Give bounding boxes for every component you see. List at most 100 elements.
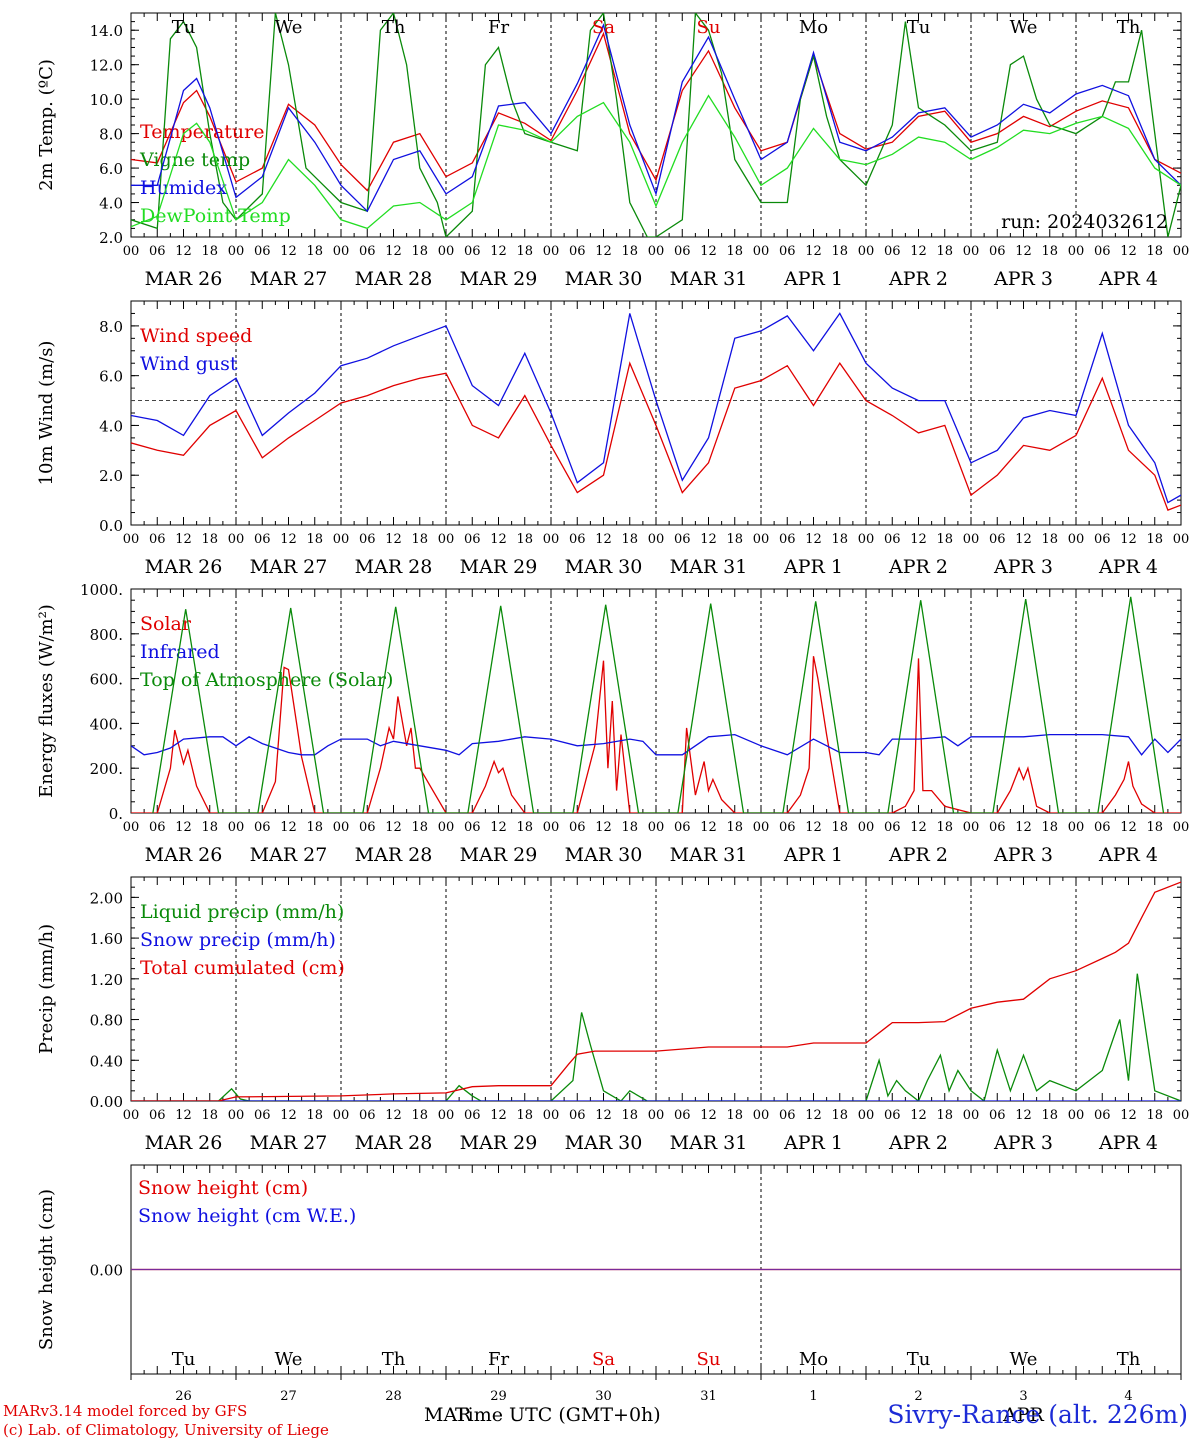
y-tick-label: 10.0 — [90, 91, 123, 109]
hour-label: 18 — [1146, 532, 1163, 547]
hour-label: 12 — [490, 820, 507, 835]
hour-label: 12 — [910, 1108, 927, 1123]
panel-2: 0.0 2.0 4.0 6.0 8.0 10m Wind (m/s) Wind speed W… — [36, 300, 1189, 578]
hour-label: 00 — [228, 820, 245, 835]
hour-label: 00 — [648, 244, 665, 259]
day-number-label: 26 — [175, 1389, 192, 1404]
y-tick-label: 200. — [90, 760, 123, 778]
date-label: APR 4 — [1098, 1132, 1158, 1154]
series-line-total-cumulated-cm — [131, 881, 1181, 1101]
hour-label: 06 — [989, 1108, 1006, 1123]
hour-label: 00 — [438, 244, 455, 259]
date-label: MAR 31 — [670, 268, 748, 290]
y-tick-label: 0.0 — [99, 517, 123, 535]
y-tick-label: 6.0 — [99, 368, 123, 386]
hour-label: 12 — [490, 1108, 507, 1123]
hour-label: 12 — [595, 820, 612, 835]
hour-label: 06 — [464, 532, 481, 547]
day-of-week-label: Su — [697, 17, 721, 38]
panel-1: 2.04.06.08.010.012.014.02m Temp. (ºC) Tem… — [36, 12, 1189, 290]
legend-entry: Liquid precip (mm/h) — [140, 901, 344, 923]
day-number-label: 3 — [1019, 1389, 1027, 1404]
day-number-label: 29 — [490, 1389, 507, 1404]
y-tick-label: 600. — [90, 671, 123, 689]
hour-label: 18 — [726, 532, 743, 547]
y-tick-label: 400. — [90, 715, 123, 733]
hour-label: 12 — [385, 1108, 402, 1123]
hour-label: 00 — [858, 244, 875, 259]
date-label: MAR 27 — [250, 556, 328, 578]
hour-label: 06 — [779, 244, 796, 259]
hour-label: 00 — [543, 820, 560, 835]
hour-label: 12 — [175, 532, 192, 547]
hour-label: 06 — [149, 244, 166, 259]
date-label: MAR 27 — [250, 844, 328, 866]
run-label: run: 2024032612 — [1001, 211, 1168, 233]
hour-label: 18 — [831, 1108, 848, 1123]
hour-label: 06 — [569, 820, 586, 835]
hour-label: 18 — [306, 1108, 323, 1123]
y-tick-label: 6.0 — [99, 160, 123, 178]
day-of-week-label: Tu — [172, 1349, 196, 1370]
hour-label: 18 — [936, 244, 953, 259]
date-label: MAR 26 — [145, 1132, 223, 1154]
legend-entry: Solar — [140, 613, 192, 635]
hour-label: 12 — [700, 820, 717, 835]
y-tick-label: 2.0 — [99, 229, 123, 247]
day-of-week-label: Tu — [907, 17, 931, 38]
y-axis-label: Energy fluxes (W/m²) — [36, 604, 57, 798]
y-tick-label: 0.80 — [90, 1012, 123, 1030]
x-axis-title: Time UTC (GMT+0h) — [455, 1404, 661, 1426]
date-label: MAR 31 — [670, 556, 748, 578]
date-label: APR 3 — [993, 844, 1053, 866]
hour-label: 18 — [411, 1108, 428, 1123]
panel-3: 0. 200. 400. 600. 800. 1000. Energy fluxes (W/… — [36, 581, 1189, 866]
date-label: MAR 29 — [460, 1132, 538, 1154]
hour-label: 12 — [805, 820, 822, 835]
day-number-label: 30 — [595, 1389, 612, 1404]
hour-label: 12 — [805, 1108, 822, 1123]
hour-label: 00 — [1068, 820, 1085, 835]
hour-label: 00 — [963, 1108, 980, 1123]
hour-label: 12 — [595, 244, 612, 259]
date-label: APR 3 — [993, 556, 1053, 578]
hour-label: 18 — [306, 820, 323, 835]
panel-frame — [130, 12, 1182, 238]
hour-label: 18 — [201, 244, 218, 259]
hour-label: 06 — [359, 244, 376, 259]
date-label: APR 4 — [1098, 268, 1158, 290]
day-of-week-label: Su — [697, 1349, 721, 1370]
hour-label: 00 — [1173, 1108, 1190, 1123]
hour-label: 00 — [543, 532, 560, 547]
hour-label: 06 — [779, 1108, 796, 1123]
hour-label: 00 — [963, 532, 980, 547]
hour-label: 18 — [516, 1108, 533, 1123]
day-of-week-label: We — [1010, 17, 1038, 38]
hour-label: 18 — [516, 820, 533, 835]
hour-label: 18 — [831, 532, 848, 547]
hour-label: 12 — [385, 244, 402, 259]
hour-label: 00 — [543, 1108, 560, 1123]
hour-label: 18 — [621, 1108, 638, 1123]
y-tick-label: 2.00 — [90, 889, 123, 907]
hour-label: 06 — [674, 820, 691, 835]
hour-label: 06 — [674, 1108, 691, 1123]
hour-label: 06 — [359, 820, 376, 835]
date-label: APR 2 — [888, 1132, 948, 1154]
hour-label: 00 — [123, 820, 140, 835]
y-tick-label: 800. — [90, 626, 123, 644]
day-number-label: 31 — [700, 1389, 717, 1404]
legend-entry: Wind gust — [140, 353, 238, 375]
hour-label: 18 — [201, 1108, 218, 1123]
series-line-humidex — [131, 23, 1181, 213]
hour-label: 18 — [1146, 820, 1163, 835]
footer-lab-credit: (c) Lab. of Climatology, University of L… — [3, 1421, 329, 1439]
y-tick-label: 2.0 — [99, 467, 123, 485]
hour-label: 18 — [411, 244, 428, 259]
hour-label: 00 — [123, 532, 140, 547]
y-tick-label: 8.0 — [99, 318, 123, 336]
hour-label: 12 — [700, 244, 717, 259]
hour-label: 18 — [936, 532, 953, 547]
hour-label: 00 — [648, 820, 665, 835]
